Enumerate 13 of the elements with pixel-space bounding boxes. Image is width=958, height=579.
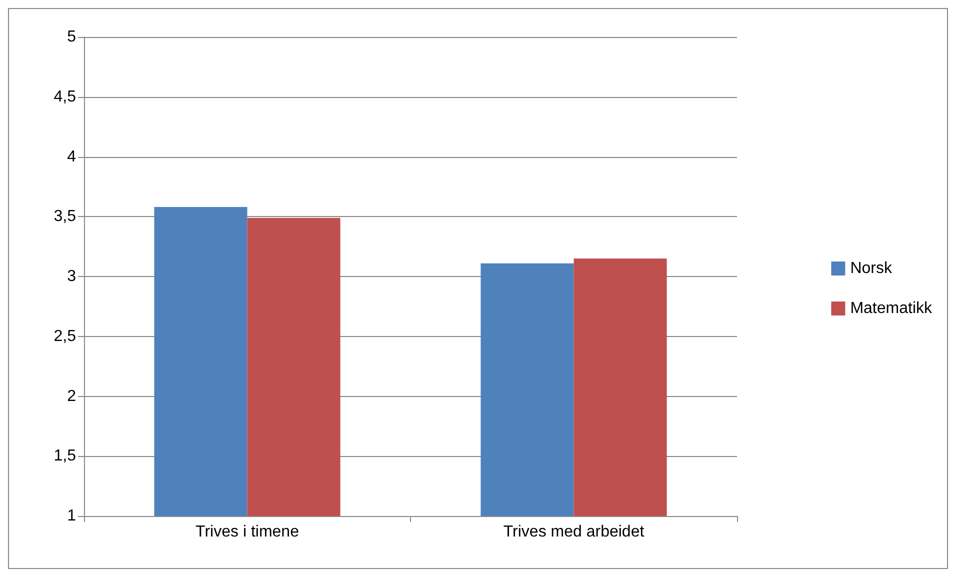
x-tick-label: Trives med arbeidet [503, 524, 645, 540]
y-tick-label: 3,5 [54, 208, 76, 226]
y-tick-label: 1,5 [54, 448, 76, 465]
x-tick-label: Trives i timene [196, 524, 300, 540]
y-tick-label: 4 [67, 148, 76, 166]
y-tick-label: 2,5 [54, 328, 76, 345]
y-tick-label: 4,5 [54, 88, 76, 106]
legend-label: Matematikk [850, 300, 933, 317]
y-tick-label: 2 [67, 388, 76, 405]
legend-label: Norsk [850, 260, 893, 277]
y-tick-label: 3 [67, 268, 76, 285]
y-tick-label: 5 [67, 28, 76, 46]
y-tick-label: 1 [67, 508, 76, 524]
